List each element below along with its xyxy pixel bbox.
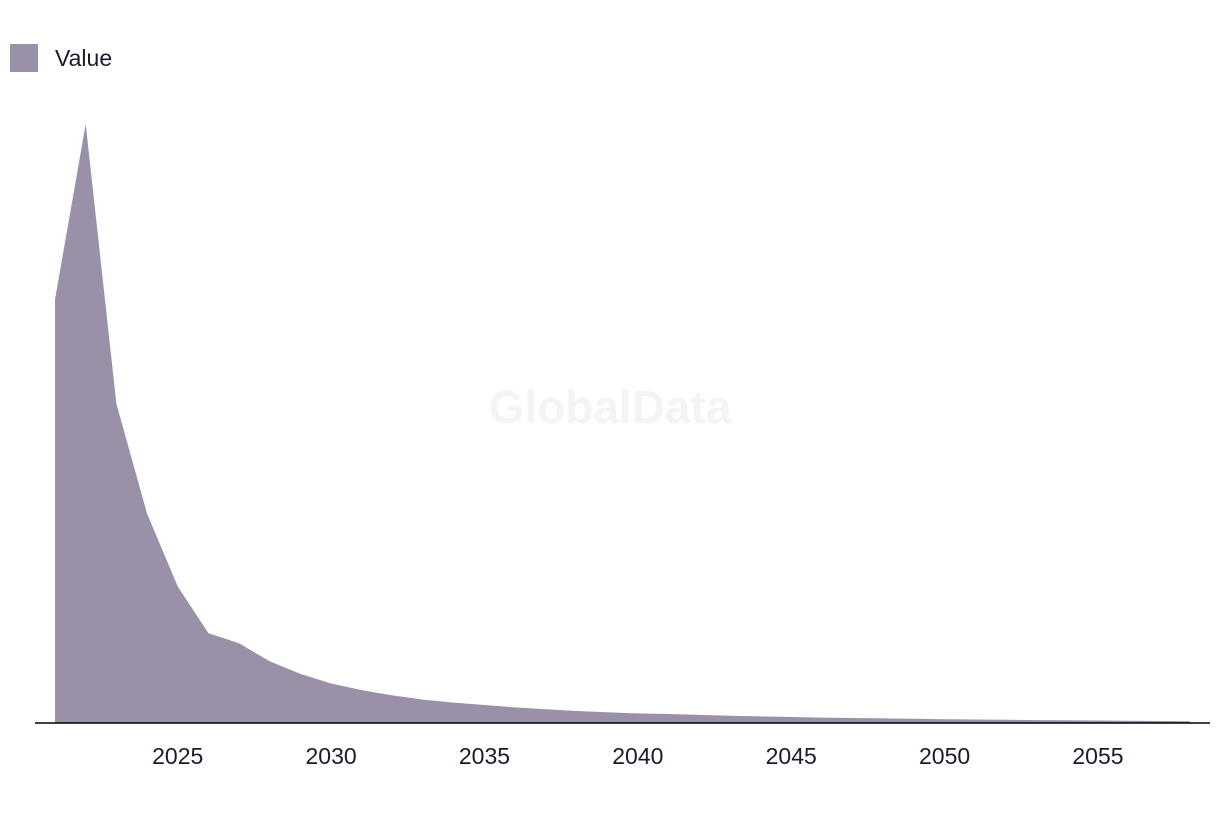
- watermark: GlobalData: [488, 381, 732, 433]
- x-tick-label-2040: 2040: [612, 743, 663, 769]
- x-tick-label-2025: 2025: [152, 743, 203, 769]
- legend-label: Value: [55, 44, 113, 71]
- x-tick-label-2030: 2030: [305, 743, 356, 769]
- x-axis-ticks: 2025 2030 2035 2040 2045 2050 2055: [152, 743, 1123, 769]
- legend: Value: [10, 44, 112, 72]
- legend-swatch: [10, 44, 38, 72]
- area-series-value: [55, 124, 1190, 723]
- x-tick-label-2035: 2035: [459, 743, 510, 769]
- x-tick-label-2050: 2050: [919, 743, 970, 769]
- x-tick-label-2055: 2055: [1072, 743, 1123, 769]
- x-tick-label-2045: 2045: [766, 743, 817, 769]
